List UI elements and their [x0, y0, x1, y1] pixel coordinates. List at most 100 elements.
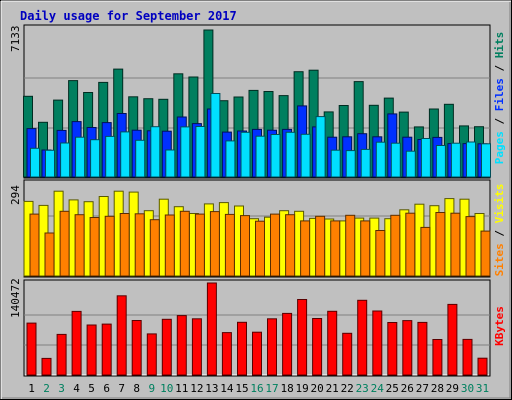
x-tick-label-day-24: 24 [371, 382, 385, 395]
legend-separator: / [493, 223, 506, 243]
legend-entry-files: Files [493, 78, 506, 111]
x-tick-label-day-29: 29 [446, 382, 459, 395]
bar-kbytes-day-11 [176, 315, 187, 376]
legend-separator: / [493, 58, 506, 78]
bar-sites-day-13 [209, 211, 220, 277]
bar-kbytes-day-28 [432, 339, 443, 376]
bar-kbytes-day-2 [41, 357, 52, 376]
bar-pages-day-11 [180, 126, 191, 178]
bar-sites-day-19 [300, 220, 311, 277]
panel-bottom-max-label: 140472 [9, 278, 22, 318]
bar-pages-day-23 [360, 148, 371, 178]
bar-kbytes-day-7 [116, 295, 127, 376]
legend-separator: / [493, 111, 506, 131]
panel-bottom-legend: KBytes [493, 306, 506, 346]
bar-pages-day-25 [390, 142, 401, 178]
x-tick-label-day-6: 6 [103, 382, 110, 395]
bar-pages-day-6 [105, 135, 116, 178]
bar-kbytes-day-22 [342, 332, 353, 376]
x-tick-label-day-10: 10 [160, 382, 173, 395]
bar-kbytes-day-8 [131, 320, 142, 376]
legend-entry-hits: Hits [493, 32, 506, 59]
bar-pages-day-16 [255, 135, 266, 178]
bar-kbytes-day-20 [312, 318, 323, 376]
bar-kbytes-day-13 [206, 282, 217, 376]
bar-sites-day-23 [360, 220, 371, 277]
bar-pages-day-26 [405, 150, 416, 178]
bar-sites-day-28 [435, 212, 446, 277]
x-tick-label-day-15: 15 [235, 382, 248, 395]
bar-kbytes-day-30 [462, 338, 473, 376]
legend-entry-kbytes: KBytes [493, 306, 506, 346]
bar-pages-day-22 [345, 150, 356, 178]
bar-kbytes-day-1 [26, 322, 37, 376]
x-tick-label-day-26: 26 [401, 382, 414, 395]
bar-sites-day-14 [224, 213, 235, 277]
panel-middle-legend: Sites / Visits [493, 184, 506, 277]
bar-pages-day-28 [435, 145, 446, 178]
x-tick-label-day-30: 30 [461, 382, 474, 395]
bar-sites-day-27 [420, 226, 431, 277]
bar-pages-day-9 [150, 126, 161, 178]
x-tick-label-day-7: 7 [118, 382, 125, 395]
x-tick-label-day-28: 28 [431, 382, 444, 395]
bar-kbytes-day-16 [252, 331, 262, 376]
bar-pages-day-20 [315, 116, 326, 178]
bar-kbytes-day-14 [221, 332, 232, 376]
panel-top-max-label: 7133 [9, 26, 22, 53]
bar-sites-day-9 [149, 219, 160, 277]
bar-sites-day-3 [59, 210, 70, 277]
bar-kbytes-day-18 [282, 312, 293, 376]
bar-kbytes-day-31 [477, 357, 488, 376]
bar-pages-day-19 [300, 133, 311, 178]
x-tick-label-day-14: 14 [220, 382, 234, 395]
bar-kbytes-day-26 [402, 320, 413, 376]
bar-kbytes-day-12 [191, 318, 202, 376]
bar-pages-day-4 [75, 136, 86, 178]
bar-pages-day-21 [330, 149, 341, 178]
bar-sites-day-12 [194, 213, 205, 277]
x-tick-label-day-3: 3 [58, 382, 65, 395]
bar-sites-day-5 [89, 217, 100, 277]
x-tick-label-day-21: 21 [326, 382, 339, 395]
bar-kbytes-day-9 [146, 333, 157, 376]
bar-kbytes-day-4 [71, 310, 82, 376]
chart-title: Daily usage for September 2017 [20, 9, 237, 23]
bar-sites-day-17 [270, 213, 280, 277]
x-tick-label-day-11: 11 [175, 382, 188, 395]
panel-top-legend: Pages / Files / Hits [493, 32, 506, 165]
bar-kbytes-day-21 [327, 310, 338, 376]
bar-sites-day-16 [255, 220, 265, 277]
bar-pages-day-31 [481, 143, 491, 178]
bar-sites-day-11 [179, 210, 190, 277]
bar-pages-day-2 [45, 149, 55, 178]
bar-sites-day-8 [134, 213, 145, 277]
bar-pages-day-29 [450, 142, 461, 178]
bar-kbytes-day-6 [101, 323, 112, 376]
bar-kbytes-day-15 [237, 321, 247, 376]
bar-sites-day-22 [345, 214, 356, 277]
bar-pages-day-30 [466, 141, 476, 178]
bar-pages-day-12 [195, 126, 206, 178]
x-tick-label-day-9: 9 [148, 382, 155, 395]
bar-pages-day-8 [135, 139, 146, 178]
legend-entry-sites: Sites [493, 243, 506, 276]
bar-pages-day-14 [225, 140, 236, 178]
x-tick-label-day-22: 22 [341, 382, 354, 395]
bar-sites-day-15 [240, 215, 250, 277]
bar-sites-day-25 [390, 214, 401, 277]
bar-pages-day-13 [210, 93, 221, 178]
bar-kbytes-day-27 [417, 321, 428, 376]
bar-pages-day-7 [120, 131, 131, 178]
bar-pages-day-10 [165, 149, 176, 178]
bar-pages-day-27 [420, 138, 431, 178]
x-tick-label-day-25: 25 [386, 382, 399, 395]
bar-kbytes-day-29 [447, 303, 458, 376]
bar-kbytes-day-5 [86, 324, 97, 376]
bar-kbytes-day-19 [297, 299, 308, 376]
x-tick-label-day-31: 31 [476, 382, 489, 395]
x-tick-label-day-8: 8 [133, 382, 140, 395]
bar-kbytes-day-10 [161, 318, 172, 376]
